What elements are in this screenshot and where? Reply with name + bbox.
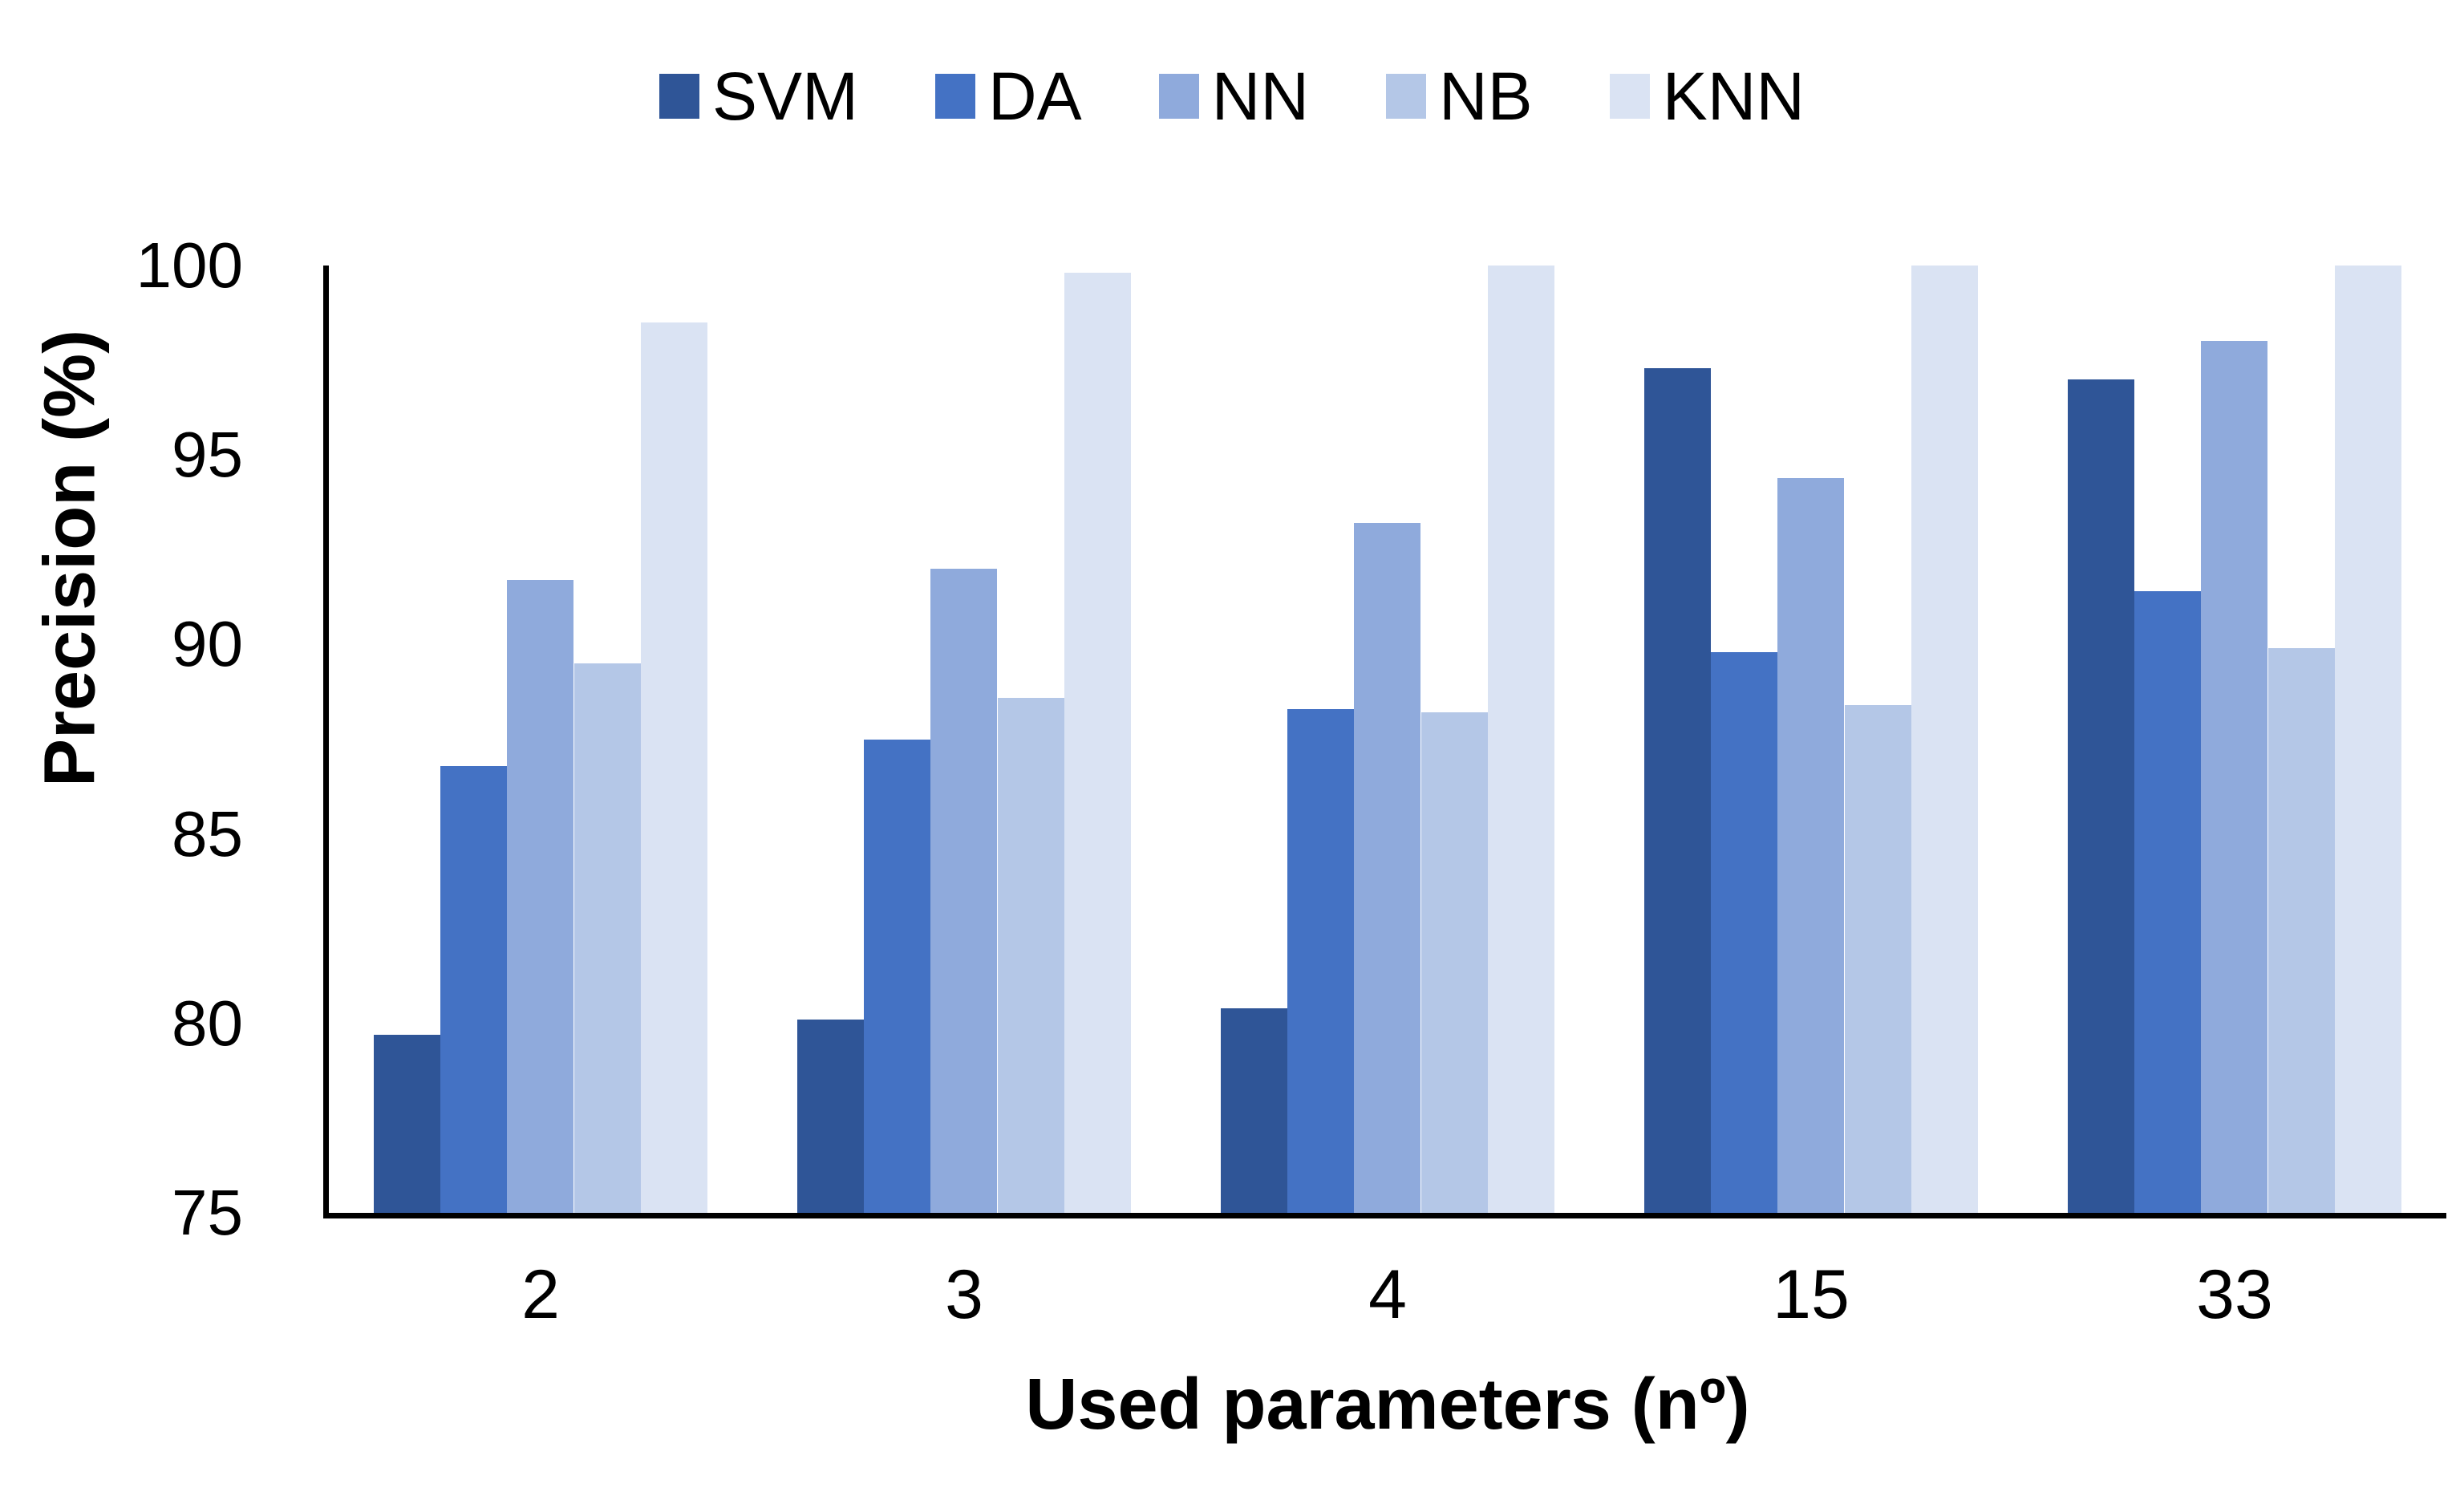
legend-item: SVM xyxy=(659,63,858,130)
legend-item: KNN xyxy=(1609,59,1805,134)
bar xyxy=(2134,591,2202,1213)
legend-label: DA xyxy=(987,59,1082,134)
legend-label: SVM xyxy=(711,59,858,134)
bar xyxy=(1844,704,1911,1213)
bar xyxy=(640,322,707,1213)
bar xyxy=(1487,266,1554,1213)
chart-legend: SVM DA NN NB KNN xyxy=(0,63,2464,130)
bar xyxy=(864,739,931,1213)
y-tick-label: 80 xyxy=(172,987,243,1059)
x-axis-line xyxy=(323,1213,2446,1218)
legend-label: NB xyxy=(1439,59,1533,134)
y-tick-label: 85 xyxy=(172,797,243,870)
plot-area: 75 80 85 90 95 100 2 3 4 15 33 xyxy=(136,233,2446,1329)
bar xyxy=(1064,273,1131,1213)
y-axis-line xyxy=(323,266,329,1218)
y-axis-title: Precision (%) xyxy=(30,329,111,787)
bar xyxy=(930,568,998,1213)
bar xyxy=(374,1034,441,1213)
bar xyxy=(1644,367,1712,1213)
bar xyxy=(507,580,574,1213)
legend-item: DA xyxy=(934,59,1082,134)
bar xyxy=(1777,477,1845,1213)
bar xyxy=(797,1020,865,1213)
y-tick-label: 75 xyxy=(172,1177,243,1248)
legend-swatch xyxy=(1609,74,1650,119)
legend-swatch xyxy=(934,74,975,119)
x-tick-label: 15 xyxy=(1773,1256,1850,1333)
x-tick-label: 3 xyxy=(945,1256,983,1333)
bar xyxy=(1287,708,1355,1213)
legend-swatch xyxy=(659,74,699,119)
y-tick-label: 95 xyxy=(172,419,243,491)
x-tick-label: 4 xyxy=(1368,1256,1407,1333)
bar xyxy=(1420,712,1488,1213)
bar xyxy=(440,765,508,1213)
bar xyxy=(1221,1008,1288,1213)
y-tick-label: 100 xyxy=(136,229,243,301)
bar xyxy=(1354,523,1421,1213)
legend-swatch xyxy=(1158,74,1199,119)
legend-label: KNN xyxy=(1662,59,1805,134)
legend-item: NB xyxy=(1386,63,1533,130)
legend-label: NN xyxy=(1211,59,1309,134)
bar xyxy=(997,697,1064,1213)
bar xyxy=(2201,341,2268,1213)
x-tick-label: 2 xyxy=(521,1256,560,1333)
x-axis-title: Used parameters (nº) xyxy=(1025,1364,1750,1445)
bar xyxy=(2068,379,2135,1213)
y-tick-label: 90 xyxy=(172,608,243,680)
bar xyxy=(2267,648,2335,1213)
bar xyxy=(1711,651,1778,1213)
x-tick-label: 33 xyxy=(2196,1256,2273,1333)
bar xyxy=(2334,266,2401,1213)
bar xyxy=(1911,266,1978,1213)
bar xyxy=(573,663,641,1213)
legend-swatch xyxy=(1386,74,1426,119)
legend-item: NN xyxy=(1158,59,1309,134)
